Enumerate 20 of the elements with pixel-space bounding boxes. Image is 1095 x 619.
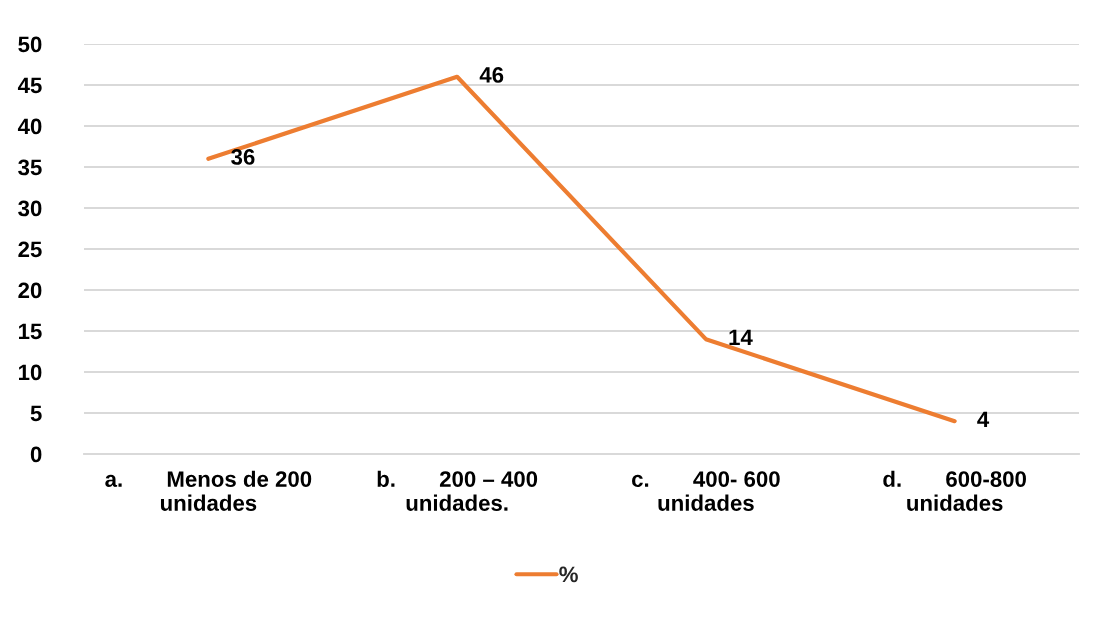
x-tick-label: d. 600-800 unidades [883, 470, 1026, 511]
legend-label: % [559, 566, 578, 583]
y-tick-label: 20 [18, 282, 42, 299]
y-tick-label: 35 [18, 159, 42, 176]
data-label: 36 [231, 149, 255, 165]
y-tick-label: 15 [19, 323, 42, 340]
x-tick-label: c. 400- 600 unidades [632, 471, 780, 511]
y-tick-label: 30 [18, 200, 42, 217]
data-label: 14 [729, 329, 753, 345]
x-tick-label: b. 200 – 400 unidades. [377, 470, 538, 511]
y-tick-label: 0 [30, 446, 42, 463]
y-tick-label: 45 [17, 77, 42, 94]
y-tick-label: 10 [19, 364, 42, 381]
data-label: 4 [977, 411, 990, 427]
y-tick-label: 40 [17, 118, 42, 135]
data-label: 46 [479, 67, 504, 83]
y-tick-label: 5 [30, 405, 42, 422]
y-tick-label: 50 [18, 36, 42, 53]
x-tick-label: a. Menos de 200 unidades [105, 470, 312, 511]
y-tick-label: 25 [18, 241, 42, 258]
